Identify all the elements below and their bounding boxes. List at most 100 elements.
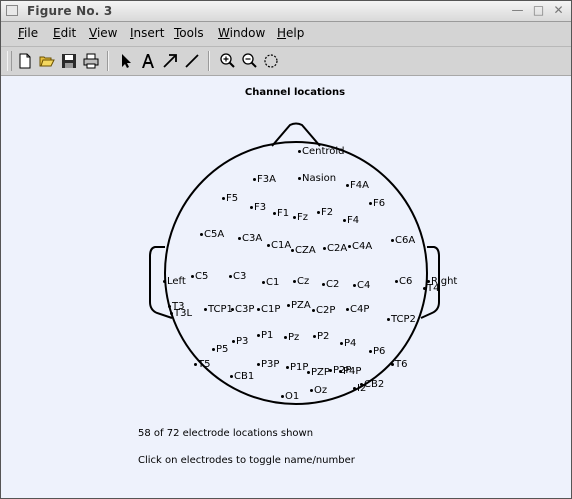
electrode-p6[interactable]: P6 [369,346,385,358]
electrode-cb2[interactable]: CB2 [360,379,384,391]
save-icon[interactable] [60,52,78,70]
electrode-c3a[interactable]: C3A [238,233,262,245]
electrode-f2[interactable]: F2 [317,207,333,219]
electrode-p3p[interactable]: P3P [257,359,279,371]
menu-view[interactable]: View [89,26,118,40]
electrode-pza[interactable]: PZA [287,300,311,312]
electrode-c2p[interactable]: C2P [312,305,335,317]
insert-arrow-icon[interactable] [161,52,179,70]
menu-tools[interactable]: Tools [174,26,204,40]
electrode-label: T6 [395,359,408,370]
insert-line-icon[interactable] [183,52,201,70]
electrode-p5[interactable]: P5 [212,344,228,356]
electrode-p4p[interactable]: P4P [339,366,361,378]
electrode-tcp2[interactable]: TCP2 [387,314,416,326]
electrode-dot [257,333,260,337]
hint-text: Click on electrodes to toggle name/numbe… [138,455,355,466]
electrode-f4[interactable]: F4 [343,215,359,227]
electrode-c3p[interactable]: C3P [231,304,254,316]
electrode-c4p[interactable]: C4P [346,304,369,316]
electrode-label: F2 [321,207,334,218]
electrode-p4[interactable]: P4 [340,338,356,350]
electrode-label: CB1 [234,371,255,382]
electrode-p1[interactable]: P1 [257,330,273,342]
electrode-label: F4A [350,180,369,191]
menu-window[interactable]: Window [218,26,266,40]
electrode-f3[interactable]: F3 [250,202,266,214]
electrode-t3[interactable]: T3 [168,301,184,313]
zoom-in-icon[interactable] [218,52,236,70]
electrode-dot [200,232,203,236]
electrode-label: F6 [373,198,386,209]
electrode-t6[interactable]: T6 [391,359,407,371]
menu-insert[interactable]: Insert [130,26,165,40]
maximize-icon[interactable]: □ [532,3,545,17]
electrode-i2[interactable]: I2 [353,383,366,395]
electrode-p3[interactable]: P3 [232,336,248,348]
close-icon[interactable]: ✕ [553,3,564,17]
electrode-label: I2 [357,383,367,394]
rotate-icon[interactable] [262,52,280,70]
electrode-t5[interactable]: T5 [194,359,210,371]
electrode-centroid[interactable]: Centroid [298,146,345,158]
electrode-fz[interactable]: Fz [293,212,308,224]
title-bar[interactable]: Figure No. 3 — □ ✕ [1,1,571,22]
electrode-c5[interactable]: C5 [191,271,208,283]
electrode-t3l[interactable]: T3L [170,308,192,320]
electrode-nasion[interactable]: Nasion [298,173,336,185]
electrode-label: C2P [316,305,336,316]
electrode-tcp1[interactable]: TCP1 [204,304,233,316]
electrode-left[interactable]: Left [163,276,186,288]
electrode-c6a[interactable]: C6A [391,235,415,247]
electrode-pzp[interactable]: PZP [307,367,330,379]
select-arrow-icon[interactable] [117,52,135,70]
electrode-cz[interactable]: Cz [293,276,309,288]
electrode-p2[interactable]: P2 [313,331,329,343]
open-folder-icon[interactable] [38,52,56,70]
electrode-cza[interactable]: CZA [291,245,316,257]
electrode-c5a[interactable]: C5A [200,229,224,241]
electrode-dot [293,215,296,219]
menu-edit[interactable]: Edit [53,26,77,40]
print-icon[interactable] [82,52,100,70]
electrode-right[interactable]: Right [427,276,457,288]
electrode-f3a[interactable]: F3A [253,174,276,186]
menu-file[interactable]: File [18,26,39,40]
electrode-pz[interactable]: Pz [284,332,299,344]
electrode-label: Cz [297,276,310,287]
electrode-dot [360,382,363,386]
electrode-f6[interactable]: F6 [369,198,385,210]
zoom-out-icon[interactable] [240,52,258,70]
electrode-c4[interactable]: C4 [353,280,370,292]
electrode-c1p[interactable]: C1P [257,304,280,316]
electrode-f5[interactable]: F5 [222,193,238,205]
electrode-c4a[interactable]: C4A [348,241,372,253]
menu-help[interactable]: Help [277,26,305,40]
electrode-p2p[interactable]: P2P [329,365,351,377]
electrode-label: Oz [314,385,328,396]
minimize-icon[interactable]: — [511,3,524,17]
electrode-o1[interactable]: O1 [281,391,299,403]
app-icon[interactable] [6,5,18,16]
electrode-c1[interactable]: C1 [262,277,279,289]
electrode-cb1[interactable]: CB1 [230,371,254,383]
electrode-dot [293,279,296,283]
electrode-c2[interactable]: C2 [322,279,339,291]
electrode-c1a[interactable]: C1A [267,240,291,252]
toolbar-grip[interactable] [7,51,12,71]
electrode-p1p[interactable]: P1P [286,362,308,374]
insert-text-icon[interactable] [139,52,157,70]
electrode-f4a[interactable]: F4A [346,180,369,192]
electrode-c6[interactable]: C6 [395,276,412,288]
electrode-label: C3P [235,304,255,315]
electrode-c2a[interactable]: C2A [323,243,347,255]
electrode-c3[interactable]: C3 [229,271,246,283]
electrode-label: T5 [198,359,211,370]
new-file-icon[interactable] [16,52,34,70]
electrode-t4[interactable]: T4 [423,283,439,295]
electrode-f1[interactable]: F1 [273,208,289,220]
electrode-dot [298,149,301,153]
electrode-oz[interactable]: Oz [310,385,327,397]
electrode-dot [353,283,356,287]
